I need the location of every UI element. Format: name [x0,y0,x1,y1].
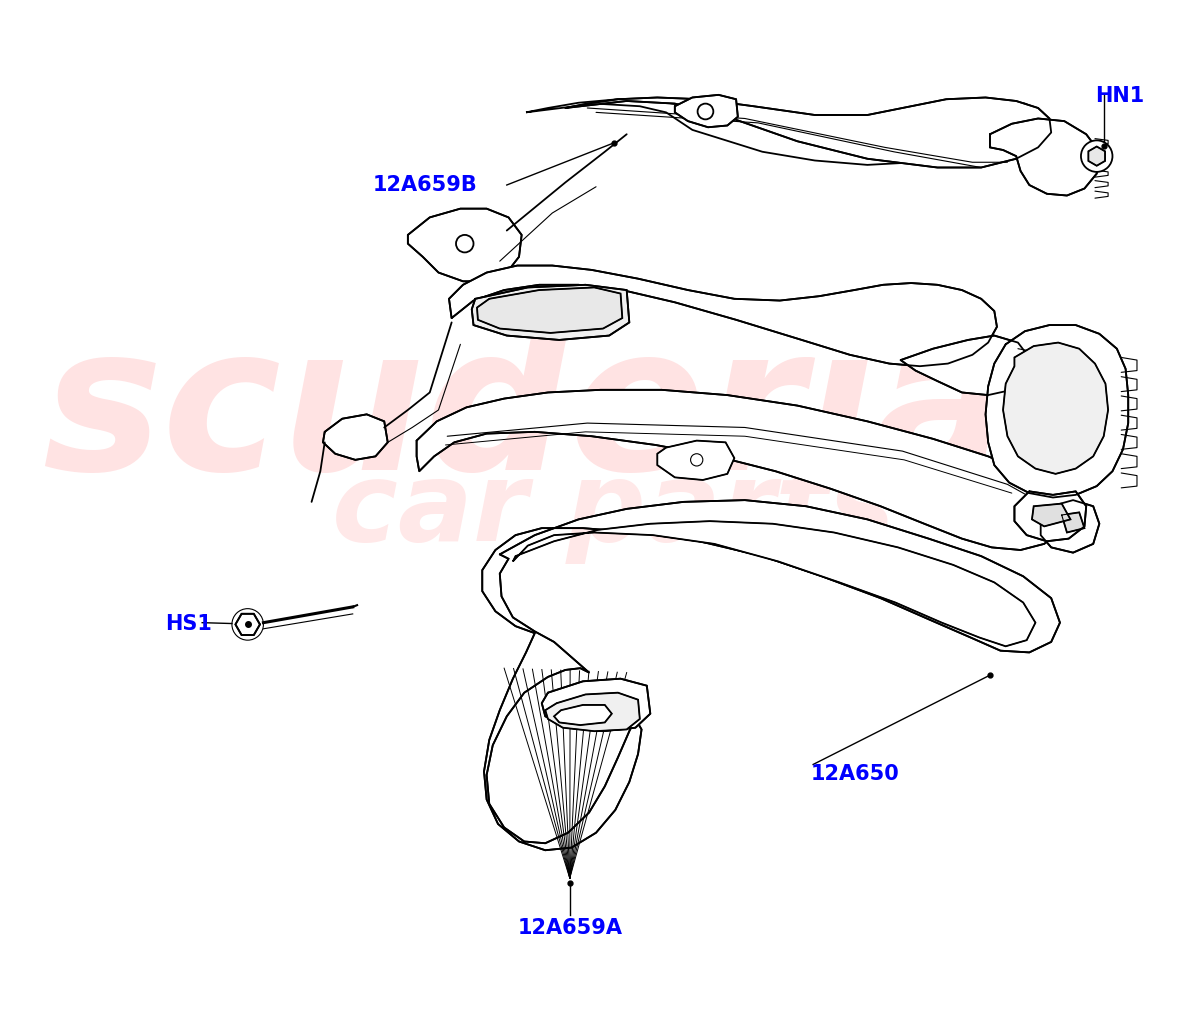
Polygon shape [1062,512,1085,533]
Text: HN1: HN1 [1094,87,1145,106]
Polygon shape [235,614,260,636]
Polygon shape [1088,146,1105,166]
Polygon shape [482,501,1060,850]
Polygon shape [565,98,1051,168]
Polygon shape [1014,491,1086,541]
Text: 12A659B: 12A659B [373,175,478,195]
Polygon shape [1040,501,1099,553]
Polygon shape [1032,504,1070,526]
Polygon shape [658,441,734,480]
Polygon shape [554,705,612,725]
Polygon shape [990,118,1099,196]
Polygon shape [901,336,1030,396]
Polygon shape [416,389,1067,550]
Circle shape [690,454,703,466]
Circle shape [456,235,474,252]
Text: scuderia: scuderia [42,317,1009,512]
Polygon shape [545,693,640,731]
Polygon shape [449,266,997,367]
Text: car parts: car parts [332,457,895,564]
Polygon shape [323,414,388,459]
Circle shape [1081,140,1112,172]
Polygon shape [1003,343,1108,474]
Polygon shape [526,99,1046,165]
Polygon shape [408,209,522,281]
Polygon shape [541,679,650,731]
Text: 12A659A: 12A659A [517,918,623,937]
Polygon shape [478,287,623,333]
Polygon shape [674,95,738,128]
Polygon shape [512,521,1036,646]
Circle shape [697,104,713,119]
Polygon shape [985,325,1128,497]
Polygon shape [472,285,629,340]
Text: 12A650: 12A650 [810,764,899,785]
Text: HS1: HS1 [166,615,212,634]
